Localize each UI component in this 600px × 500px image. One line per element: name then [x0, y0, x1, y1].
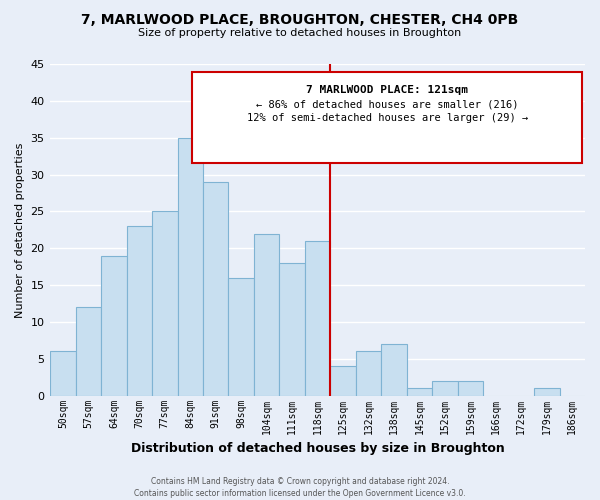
Text: ← 86% of detached houses are smaller (216): ← 86% of detached houses are smaller (21… — [256, 100, 518, 110]
X-axis label: Distribution of detached houses by size in Broughton: Distribution of detached houses by size … — [131, 442, 505, 455]
Text: 7 MARLWOOD PLACE: 121sqm: 7 MARLWOOD PLACE: 121sqm — [306, 85, 468, 95]
Bar — [229, 278, 254, 396]
Bar — [305, 241, 331, 396]
Bar — [280, 263, 305, 396]
Bar — [76, 307, 101, 396]
Bar — [127, 226, 152, 396]
Bar — [534, 388, 560, 396]
Bar — [356, 352, 381, 396]
Bar — [407, 388, 432, 396]
Bar — [178, 138, 203, 396]
Bar — [381, 344, 407, 396]
Bar — [152, 212, 178, 396]
Text: Size of property relative to detached houses in Broughton: Size of property relative to detached ho… — [139, 28, 461, 38]
Bar — [101, 256, 127, 396]
Bar — [254, 234, 280, 396]
Bar — [203, 182, 229, 396]
Bar — [432, 381, 458, 396]
Text: 12% of semi-detached houses are larger (29) →: 12% of semi-detached houses are larger (… — [247, 114, 528, 124]
Y-axis label: Number of detached properties: Number of detached properties — [15, 142, 25, 318]
Bar — [458, 381, 483, 396]
Bar — [331, 366, 356, 396]
Bar — [50, 352, 76, 396]
Text: Contains HM Land Registry data © Crown copyright and database right 2024.
Contai: Contains HM Land Registry data © Crown c… — [134, 476, 466, 498]
Text: 7, MARLWOOD PLACE, BROUGHTON, CHESTER, CH4 0PB: 7, MARLWOOD PLACE, BROUGHTON, CHESTER, C… — [82, 12, 518, 26]
